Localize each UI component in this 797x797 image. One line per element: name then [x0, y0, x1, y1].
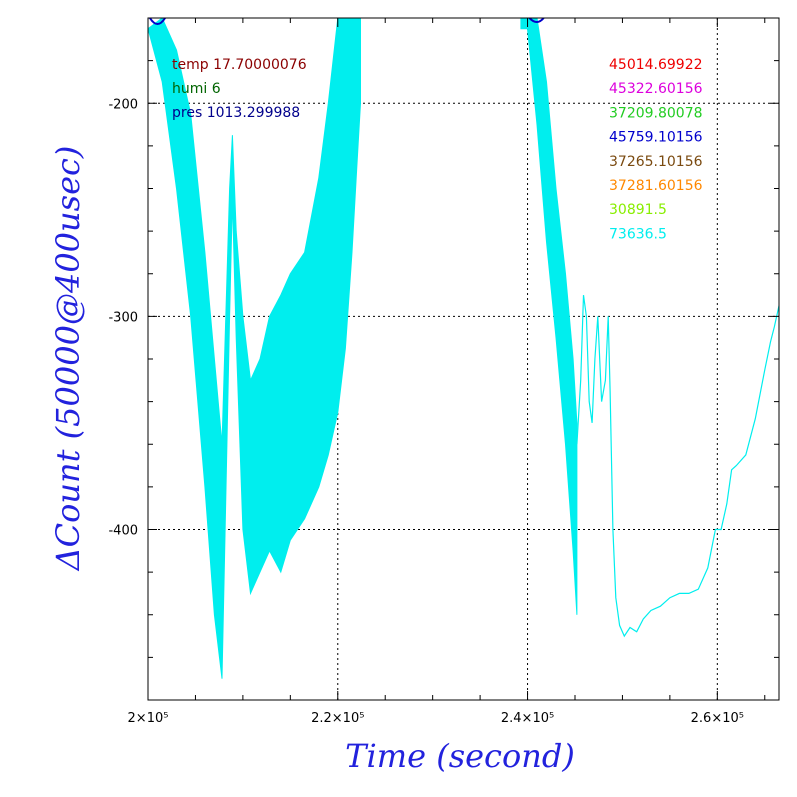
x-axis-title: Time (second) [345, 737, 575, 775]
x-tick-label: 2×10⁵ [128, 711, 169, 726]
series-value-label: 45014.69922 [609, 57, 703, 73]
x-tick-label: 2.6×10⁵ [691, 711, 744, 726]
series-value-label: 45322.60156 [609, 81, 703, 97]
series-line [576, 295, 779, 638]
environment-labels: temp 17.70000076 humi 6 pres 1013.299988 [172, 57, 307, 121]
x-tick-label: 2.2×10⁵ [311, 711, 364, 726]
series-value-label: 45759.10156 [609, 130, 703, 146]
series-value-label: 37209.80078 [609, 105, 703, 121]
axis-ticks [147, 17, 779, 701]
x-tick-label: 2.4×10⁵ [501, 711, 554, 726]
tick-labels: 2×10⁵ 2.2×10⁵ 2.4×10⁵ 2.6×10⁵ -200 -300 -400 [108, 97, 744, 726]
series-line [149, 18, 166, 25]
series-value-label: 30891.5 [609, 202, 667, 218]
plot-series [148, 18, 779, 679]
y-axis-title: ΔCount (50000@400usec) [49, 146, 87, 573]
env-label: humi 6 [172, 81, 221, 97]
env-label: pres 1013.299988 [172, 105, 300, 121]
series-value-label: 37281.60156 [609, 178, 703, 194]
y-tick-label: -300 [108, 310, 138, 325]
series-value-label: 37265.10156 [609, 154, 703, 170]
y-tick-label: -400 [108, 524, 138, 539]
y-tick-label: -200 [108, 97, 138, 112]
series-line [528, 18, 545, 23]
series-value-label: 73636.5 [609, 226, 667, 242]
series-band [520, 18, 578, 615]
env-label: temp 17.70000076 [172, 57, 307, 73]
series-value-legend: 45014.69922 45322.60156 37209.80078 45759.1… [609, 57, 703, 242]
series-band [148, 18, 361, 679]
